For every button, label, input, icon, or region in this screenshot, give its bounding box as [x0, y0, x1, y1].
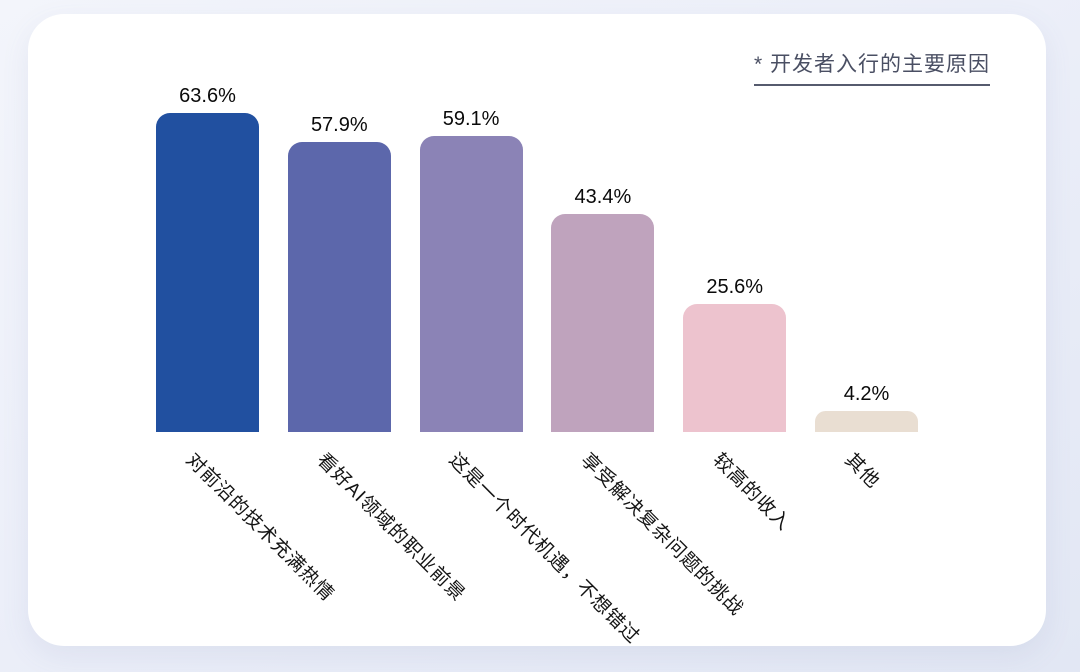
- bar-category-label: 较高的收入: [708, 449, 794, 536]
- bar-value-label: 25.6%: [706, 275, 764, 298]
- bar: [156, 112, 259, 432]
- bar-category-label: 其他: [840, 449, 884, 493]
- bar: [419, 135, 523, 432]
- bar-value-label: 4.2%: [843, 382, 890, 405]
- bar-value-label: 63.6%: [179, 84, 236, 107]
- bar: [551, 214, 655, 432]
- bar-value-label: 43.4%: [574, 186, 632, 209]
- bar: [683, 303, 787, 432]
- chart-title: * 开发者入行的主要原因: [753, 48, 990, 86]
- bar: [287, 141, 391, 432]
- bar-value-label: 59.1%: [442, 107, 500, 130]
- bar-value-label: 57.9%: [310, 113, 368, 136]
- bar: [815, 410, 918, 432]
